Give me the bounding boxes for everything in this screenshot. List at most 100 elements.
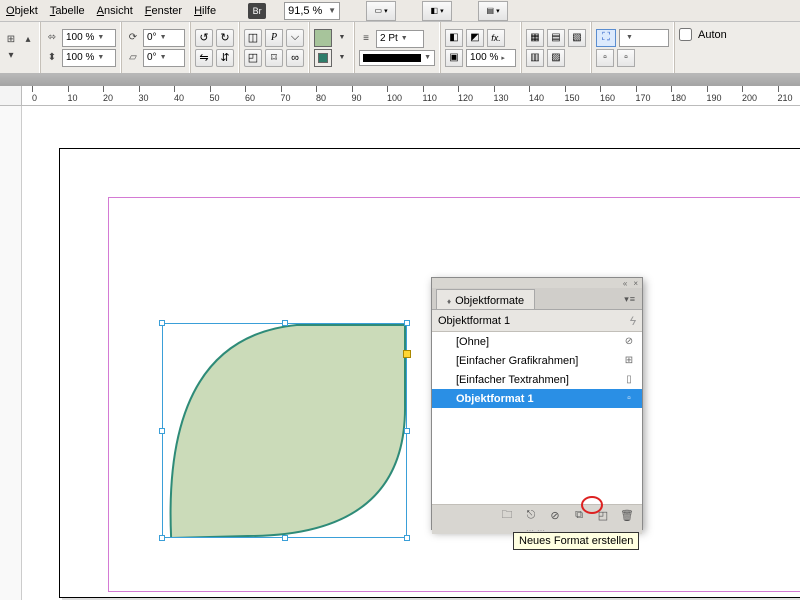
workspace-button[interactable]: ▤▾ (478, 1, 508, 21)
fit-frame-button[interactable]: ⛶ (596, 29, 616, 47)
ruler-tick: 180 (671, 86, 672, 105)
panel-header-controls: « × (432, 278, 642, 288)
quick-apply-icon[interactable]: ϟ (630, 314, 636, 328)
selected-object[interactable] (162, 323, 407, 538)
collapse-icon[interactable]: « (623, 279, 627, 288)
fill-stroke-group: ▼ ▼ (310, 22, 353, 73)
stroke-weight-value: 2 Pt (380, 33, 398, 44)
wrap-jump-button[interactable]: ▥ (526, 49, 544, 67)
scale-x-value: 100 % (66, 32, 94, 43)
selection-handle-rm[interactable] (404, 428, 410, 434)
ruler-tick: 0 (32, 86, 33, 105)
scale-y-value: 100 % (66, 52, 94, 63)
object-style-item[interactable]: [Einfacher Grafikrahmen]⊞ (432, 351, 642, 370)
selection-handle-bl[interactable] (159, 535, 165, 541)
shear-field[interactable]: 0°▼ (143, 49, 185, 67)
style-item-name: [Einfacher Grafikrahmen] (456, 355, 616, 367)
ruler-tick: 160 (600, 86, 601, 105)
footer-btn-chain[interactable]: ⧉ (570, 508, 588, 524)
menu-objekt[interactable]: OObjektbjekt (6, 5, 38, 17)
menu-hilfe[interactable]: Hilfe (194, 5, 216, 17)
shear-icon: ▱ (126, 51, 140, 65)
footer-btn-break-link[interactable]: ⎋ (522, 508, 540, 524)
ruler-tick: 70 (281, 86, 282, 105)
footer-btn-new[interactable]: ◰ (594, 508, 612, 524)
ruler-tick: 40 (174, 86, 175, 105)
ruler-origin[interactable] (0, 86, 22, 105)
scale-x-field[interactable]: 100 %▼ (62, 29, 116, 47)
object-style-item[interactable]: [Ohne]⊘ (432, 332, 642, 351)
object-style-item[interactable]: [Einfacher Textrahmen]▯ (432, 370, 642, 389)
stroke-style-field[interactable]: ▼ (359, 50, 435, 66)
ruler-tick: 120 (458, 86, 459, 105)
autofit-checkbox[interactable] (679, 28, 692, 41)
footer-btn-trash[interactable]: 🗑 (618, 508, 636, 524)
expand-icon: ♦ (447, 297, 451, 306)
rotate-ccw-button[interactable]: ↺ (195, 29, 213, 47)
tooltip-text: Neues Format erstellen (519, 535, 633, 547)
selection-handle-lm[interactable] (159, 428, 165, 434)
selection-handle-tr[interactable] (404, 320, 410, 326)
stroke-weight-field[interactable]: 2 Pt▼ (376, 30, 424, 48)
type-mode-button[interactable]: ⌑ (265, 49, 283, 67)
selection-handle-tl[interactable] (159, 320, 165, 326)
wrap-bounding-button[interactable]: ▤ (547, 29, 565, 47)
rotate-cw-button[interactable]: ↻ (216, 29, 234, 47)
close-icon[interactable]: × (633, 279, 638, 288)
opacity-button[interactable]: ◧ (445, 29, 463, 47)
object-style-item[interactable]: Objektformat 1▫ (432, 389, 642, 408)
panel-dock-bar (0, 74, 800, 86)
scale-y-field[interactable]: 100 %▼ (62, 49, 116, 67)
rotate-field[interactable]: 0°▼ (143, 29, 185, 47)
flip-h-button[interactable]: ⇋ (195, 49, 213, 67)
opacity-target-button[interactable]: ▣ (445, 49, 463, 67)
chevron-down-icon[interactable]: ▼ (335, 51, 349, 65)
effects-group: ◧ ◩ fx. ▣ 100 %▸ (441, 22, 520, 73)
opacity-field[interactable]: 100 %▸ (466, 49, 516, 67)
select-content-button[interactable]: ◰ (244, 49, 262, 67)
pasteboard[interactable]: « × ♦ Objektformate ▾≡ Objektformat 1 ϟ … (22, 106, 800, 600)
arrange-button[interactable]: ◧▾ (422, 1, 452, 21)
screen-mode-button[interactable]: ▭▾ (366, 1, 396, 21)
vertical-ruler[interactable] (0, 106, 22, 600)
refpoint-icon[interactable]: ⊞ (4, 33, 18, 47)
drop-shadow-button[interactable]: ◩ (466, 29, 484, 47)
bridge-icon[interactable]: Br (248, 3, 266, 19)
fitting-field[interactable]: ▼ (619, 29, 669, 47)
selection-handle-br[interactable] (404, 535, 410, 541)
fitting-option-b[interactable]: ▫ (617, 49, 635, 67)
stroke-swatch[interactable] (314, 49, 332, 67)
selection-handle-bm[interactable] (282, 535, 288, 541)
reference-point-group: ⊞▴ ▾ (0, 22, 39, 73)
wrap-none-button[interactable]: ▦ (526, 29, 544, 47)
horizontal-ruler[interactable]: 0102030405060708090100110120130140150160… (22, 86, 800, 105)
menu-fenster[interactable]: Fenster (145, 5, 182, 17)
paragraph-mode-button[interactable]: P (265, 29, 283, 47)
footer-btn-folder[interactable]: 🗀 (498, 508, 516, 524)
menu-tabelle[interactable]: Tabelle (50, 5, 85, 17)
object-styles-list[interactable]: [Ohne]⊘[Einfacher Grafikrahmen]⊞[Einfach… (432, 332, 642, 504)
object-styles-panel[interactable]: « × ♦ Objektformate ▾≡ Objektformat 1 ϟ … (431, 277, 643, 530)
panel-tab-objektformate[interactable]: ♦ Objektformate (436, 289, 535, 309)
selection-handle-tm[interactable] (282, 320, 288, 326)
wrap-jumpnext-button[interactable]: ▨ (547, 49, 565, 67)
chevron-down-icon[interactable]: ▼ (335, 31, 349, 45)
menu-ansicht[interactable]: Ansicht (97, 5, 133, 17)
style-item-type-icon: ▫ (622, 393, 636, 404)
hierarchy-icon[interactable]: ⌵ (286, 29, 304, 47)
fill-swatch[interactable] (314, 29, 332, 47)
footer-btn-clear[interactable]: ⊘ (546, 508, 564, 524)
link-icon[interactable]: ∞ (286, 49, 304, 67)
select-container-button[interactable]: ◫ (244, 29, 262, 47)
chevron-down-icon: ▼ (328, 6, 336, 15)
wrap-shape-button[interactable]: ▧ (568, 29, 586, 47)
arrow-up-icon: ▴ (21, 33, 35, 47)
panel-title: Objektformate (455, 295, 524, 307)
corner-options-handle[interactable] (403, 350, 411, 358)
fx-button[interactable]: fx. (487, 29, 505, 47)
zoom-field[interactable]: 91,5 % ▼ (284, 2, 340, 20)
panel-menu-button[interactable]: ▾≡ (618, 290, 642, 309)
fitting-option-a[interactable]: ▫ (596, 49, 614, 67)
flip-v-button[interactable]: ⇵ (216, 49, 234, 67)
leaf-shape[interactable] (162, 323, 407, 538)
